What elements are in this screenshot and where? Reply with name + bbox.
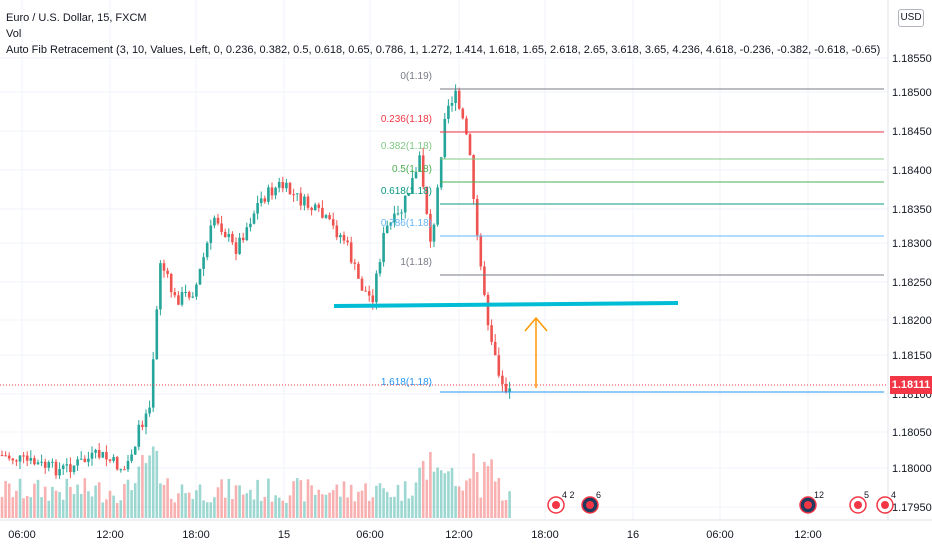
- fib-level-label: 0.786(1.18): [381, 218, 432, 229]
- price-tick-label: 1.18000: [892, 463, 932, 475]
- fib-level-label: 0.618(1.18): [381, 186, 432, 197]
- price-tick-label: 1.18400: [892, 165, 932, 177]
- currency-button[interactable]: USD: [898, 9, 924, 27]
- time-tick-label: 06:00: [8, 529, 36, 541]
- candlesticks: [0, 84, 511, 479]
- time-tick-label: 16: [627, 529, 639, 541]
- fib-level-label: 0.382(1.18): [381, 141, 432, 152]
- fib-indicator-title[interactable]: Auto Fib Retracement (3, 10, Values, Lef…: [6, 44, 881, 56]
- price-axis[interactable]: 1.18550 1.18500 1.18450 1.18400 1.18350 1.183…: [892, 53, 932, 514]
- event-flag-icon[interactable]: 4: [876, 490, 896, 514]
- event-flag-icon[interactable]: 5: [849, 490, 869, 514]
- time-tick-label: 12:00: [445, 529, 473, 541]
- price-tick-label: 1.18050: [892, 427, 932, 439]
- chart-legend: Euro / U.S. Dollar, 15, FXCM Vol Auto Fi…: [6, 10, 880, 58]
- current-price-tag: 1.18111: [890, 376, 932, 394]
- up-arrow-drawing[interactable]: [524, 316, 548, 388]
- chart-grid: [0, 0, 888, 520]
- price-tick-label: 1.18450: [892, 126, 932, 138]
- event-count: 6: [596, 490, 601, 500]
- time-tick-label: 06:00: [706, 529, 734, 541]
- price-tick-label: 1.18150: [892, 350, 932, 362]
- event-count: 12: [814, 490, 824, 500]
- volume-indicator-title[interactable]: Vol: [6, 28, 22, 40]
- event-flag-icon[interactable]: 12: [799, 490, 824, 514]
- event-count: 4: [891, 490, 896, 500]
- price-tick-label: 1.18550: [892, 53, 932, 65]
- time-tick-label: 18:00: [531, 529, 559, 541]
- time-axis[interactable]: 06:00 12:00 18:00 15 06:00 12:00 18:00 16 06:00 1…: [8, 529, 822, 541]
- fib-level-label: 1(1.18): [400, 257, 432, 268]
- economic-events[interactable]: 4 2 6 12 5 4: [547, 490, 896, 514]
- fib-level-label: 1.618(1.18): [381, 377, 432, 388]
- event-flag-icon[interactable]: 6: [581, 490, 601, 514]
- price-tick-label: 1.17950: [892, 502, 932, 514]
- time-tick-label: 06:00: [356, 529, 384, 541]
- time-tick-label: 18:00: [182, 529, 210, 541]
- event-count: 5: [864, 490, 869, 500]
- support-line[interactable]: [333, 301, 679, 308]
- price-tick-label: 1.18300: [892, 238, 932, 250]
- time-tick-label: 12:00: [96, 529, 124, 541]
- volume-bars: [0, 446, 511, 518]
- fib-level-label: 0.5(1.18): [392, 164, 432, 175]
- price-tick-label: 1.18350: [892, 204, 932, 216]
- event-flag-icon[interactable]: 4 2: [547, 490, 575, 514]
- fib-level-label: 0(1.19): [400, 71, 432, 82]
- symbol-title[interactable]: Euro / U.S. Dollar, 15, FXCM: [6, 12, 147, 24]
- fib-retracement[interactable]: 0(1.19) 0.236(1.18) 0.382(1.18) 0.5(1.18) 0.…: [381, 71, 884, 393]
- price-tick-label: 1.18500: [892, 87, 932, 99]
- time-tick-label: 12:00: [794, 529, 822, 541]
- fib-level-label: 0.236(1.18): [381, 114, 432, 125]
- time-tick-label: 15: [278, 529, 290, 541]
- price-tick-label: 1.18200: [892, 315, 932, 327]
- event-count: 4 2: [562, 490, 575, 500]
- price-tick-label: 1.18250: [892, 277, 932, 289]
